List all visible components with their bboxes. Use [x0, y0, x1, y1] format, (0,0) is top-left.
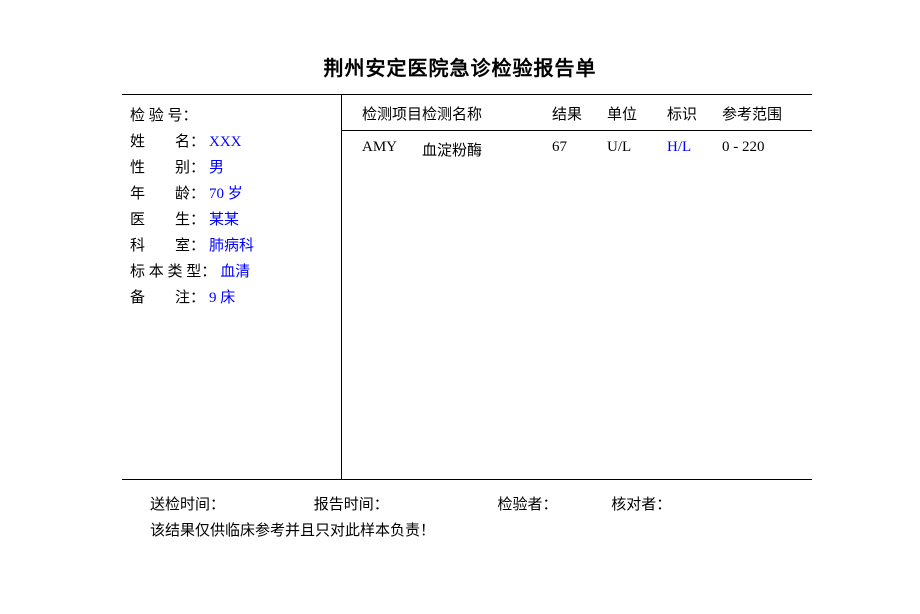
label-remark: 备 注： — [130, 285, 205, 311]
field-remark: 备 注： 9 床 — [130, 285, 341, 311]
label-dept: 科 室： — [130, 233, 205, 259]
header-result: 结果 — [552, 103, 607, 124]
value-name: XXX — [209, 129, 242, 155]
footer-area: 送检时间： 报告时间： 检验者： 核对者： 该结果仅供临床参考并且只对此样本负责… — [150, 492, 721, 544]
value-dept: 肺病科 — [209, 233, 254, 259]
header-ref: 参考范围 — [722, 103, 812, 124]
footer-signatures: 送检时间： 报告时间： 检验者： 核对者： — [150, 492, 721, 518]
header-code: 检测项目 — [342, 103, 422, 124]
field-age: 年 龄： 70 岁 — [130, 181, 341, 207]
label-doctor: 医 生： — [130, 207, 205, 233]
cell-ref: 0 - 220 — [722, 139, 812, 160]
results-row: AMY 血淀粉酶 67 U/L H/L 0 - 220 — [342, 131, 812, 168]
report-title: 荆州安定医院急诊检验报告单 — [0, 0, 920, 95]
field-test-no: 检 验 号： — [130, 103, 341, 129]
label-age: 年 龄： — [130, 181, 205, 207]
header-unit: 单位 — [607, 103, 667, 124]
field-doctor: 医 生： 某某 — [130, 207, 341, 233]
results-header-row: 检测项目 检测名称 结果 单位 标识 参考范围 — [342, 95, 812, 131]
footer-send-time: 送检时间： — [150, 492, 310, 518]
patient-info-panel: 检 验 号： 姓 名： XXX 性 别： 男 年 龄： 70 岁 医 生： 某某… — [122, 95, 342, 479]
value-age: 70 岁 — [209, 181, 243, 207]
cell-flag: H/L — [667, 139, 722, 160]
label-sex: 性 别： — [130, 155, 205, 181]
field-name: 姓 名： XXX — [130, 129, 341, 155]
cell-name: 血淀粉酶 — [422, 139, 552, 160]
label-sample: 标 本 类 型： — [130, 259, 216, 285]
label-name: 姓 名： — [130, 129, 205, 155]
value-remark: 9 床 — [209, 285, 235, 311]
footer-tester: 检验者： — [498, 492, 608, 518]
value-sex: 男 — [209, 155, 224, 181]
label-test-no: 检 验 号： — [130, 103, 198, 129]
header-name: 检测名称 — [422, 103, 552, 124]
field-sex: 性 别： 男 — [130, 155, 341, 181]
cell-unit: U/L — [607, 139, 667, 160]
footer-report-time: 报告时间： — [314, 492, 494, 518]
footer-disclaimer: 该结果仅供临床参考并且只对此样本负责！ — [150, 518, 721, 544]
footer-checker: 核对者： — [611, 492, 721, 518]
value-sample: 血清 — [220, 259, 250, 285]
report-frame: 检 验 号： 姓 名： XXX 性 别： 男 年 龄： 70 岁 医 生： 某某… — [122, 94, 812, 480]
cell-result: 67 — [552, 139, 607, 160]
cell-code: AMY — [342, 139, 422, 160]
field-dept: 科 室： 肺病科 — [130, 233, 341, 259]
field-sample: 标 本 类 型： 血清 — [130, 259, 341, 285]
results-panel: 检测项目 检测名称 结果 单位 标识 参考范围 AMY 血淀粉酶 67 U/L … — [342, 95, 812, 479]
value-doctor: 某某 — [209, 207, 239, 233]
main-area: 检 验 号： 姓 名： XXX 性 别： 男 年 龄： 70 岁 医 生： 某某… — [122, 95, 812, 479]
header-flag: 标识 — [667, 103, 722, 124]
